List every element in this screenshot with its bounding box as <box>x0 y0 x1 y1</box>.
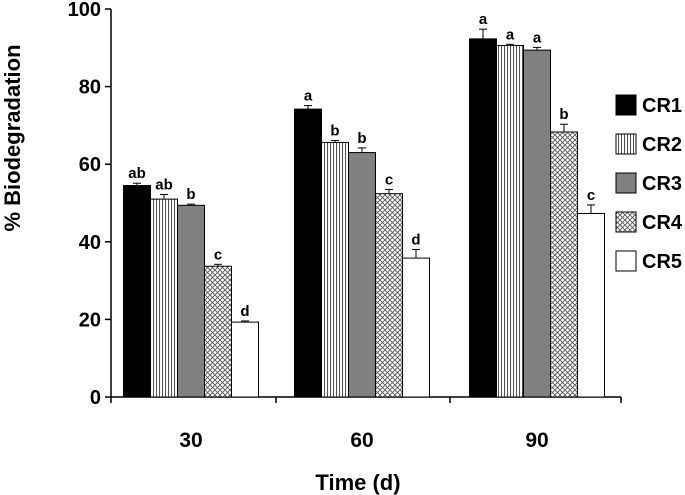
significance-letter: c <box>385 171 393 188</box>
significance-letter: b <box>186 186 195 203</box>
bar <box>469 38 497 398</box>
bar <box>321 141 349 398</box>
legend-swatch <box>615 133 637 155</box>
y-tick-label: 0 <box>90 387 101 409</box>
significance-letter: c <box>214 246 222 263</box>
significance-letter: a <box>533 29 542 46</box>
x-tick-label: 60 <box>350 429 373 452</box>
significance-letter: b <box>559 106 568 123</box>
legend-swatch <box>615 211 637 233</box>
y-axis-title: % Biodegradation <box>0 44 25 231</box>
y-tick-label: 100 <box>68 0 101 21</box>
significance-letter: c <box>587 187 595 204</box>
bar <box>123 185 151 398</box>
y-tick-label: 60 <box>79 154 101 176</box>
bar <box>177 204 205 398</box>
bar <box>231 321 259 398</box>
x-tick-label: 30 <box>179 429 202 452</box>
legend-label: CR1 <box>642 95 682 117</box>
significance-letter: a <box>304 88 313 105</box>
legend-label: CR4 <box>642 212 683 234</box>
x-axis-title: Time (d) <box>315 470 400 495</box>
bar <box>204 265 232 398</box>
bar <box>348 152 376 398</box>
legend: CR1 CR2 CR3 CR4 CR5 <box>615 94 683 273</box>
bar <box>294 108 322 398</box>
bar <box>375 193 403 398</box>
significance-letter: ab <box>155 176 173 193</box>
bar <box>523 49 551 398</box>
significance-letter: d <box>240 303 249 320</box>
significance-letter: b <box>330 123 339 140</box>
x-tick-label: 90 <box>525 429 548 452</box>
significance-letter: ab <box>128 165 146 182</box>
bar <box>150 198 178 398</box>
significance-letter: a <box>479 11 488 28</box>
y-tick-label: 40 <box>79 232 101 254</box>
bar <box>402 257 430 398</box>
significance-letter: d <box>411 232 420 249</box>
legend-label: CR3 <box>642 173 682 195</box>
legend-swatch <box>615 250 637 272</box>
legend-label: CR5 <box>642 251 682 273</box>
legend-swatch <box>615 94 637 116</box>
legend-label: CR2 <box>642 134 682 156</box>
bar <box>496 44 524 398</box>
y-tick-label: 20 <box>79 309 101 331</box>
significance-letter: a <box>506 26 515 43</box>
significance-letter: b <box>357 130 366 147</box>
bar <box>550 131 578 398</box>
legend-swatch <box>615 172 637 194</box>
y-tick-label: 80 <box>79 77 101 99</box>
bar <box>577 212 605 398</box>
